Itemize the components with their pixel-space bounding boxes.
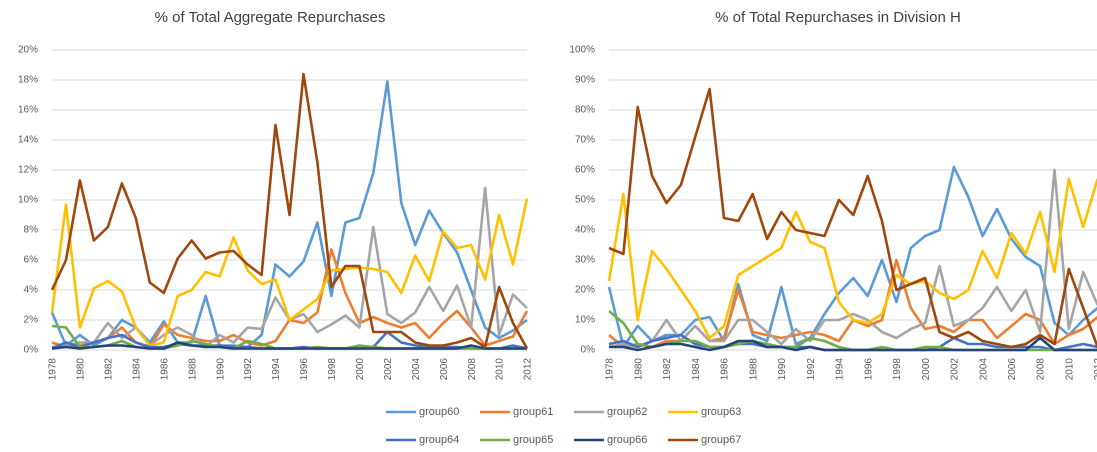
legend-label: group63 — [701, 406, 741, 418]
series-line — [607, 177, 1097, 340]
series-line — [608, 87, 1097, 349]
x-tick-label: 1994 — [271, 358, 282, 381]
y-tick-label: 80% — [575, 105, 595, 116]
x-tick-label: 2000 — [355, 358, 366, 381]
x-tick-label: 2010 — [1064, 358, 1075, 381]
y-tick-label: 100% — [569, 45, 595, 56]
x-tick-label: 1980 — [633, 358, 644, 381]
x-tick-label: 1986 — [720, 358, 731, 381]
y-tick-label: 0% — [24, 345, 39, 356]
y-tick-label: 8% — [24, 225, 39, 236]
y-tick-label: 90% — [575, 75, 595, 86]
x-tick-label: 2006 — [439, 358, 450, 381]
x-tick-label: 1992 — [806, 358, 817, 381]
x-tick-label: 2002 — [383, 358, 394, 381]
x-tick-label: 2004 — [411, 358, 422, 381]
x-tick-label: 1986 — [159, 358, 170, 381]
x-tick-label: 1990 — [215, 358, 226, 381]
x-tick-label: 1980 — [76, 358, 87, 381]
x-tick-label: 1984 — [131, 358, 142, 381]
x-tick-label: 2000 — [921, 358, 932, 381]
series-line — [50, 198, 529, 347]
x-tick-label: 2004 — [978, 358, 989, 381]
series-line — [607, 165, 1097, 349]
y-tick-label: 2% — [24, 315, 39, 326]
y-tick-label: 50% — [575, 195, 595, 206]
y-tick-label: 40% — [575, 225, 595, 236]
y-tick-label: 10% — [575, 315, 595, 326]
x-tick-label: 2010 — [495, 358, 506, 381]
x-tick-label: 1988 — [748, 358, 759, 381]
x-tick-label: 1990 — [777, 358, 788, 381]
x-tick-label: 1996 — [863, 358, 874, 381]
series-line — [50, 72, 529, 350]
x-tick-label: 2008 — [1036, 358, 1047, 381]
x-tick-label: 1998 — [327, 358, 338, 381]
y-tick-label: 30% — [575, 255, 595, 266]
x-tick-label: 1982 — [104, 358, 115, 381]
legend-label: group62 — [607, 406, 647, 418]
x-tick-label: 1982 — [662, 358, 673, 381]
chart-title: % of Total Aggregate Repurchases — [155, 9, 386, 26]
y-tick-label: 16% — [18, 105, 38, 116]
x-tick-label: 1996 — [299, 358, 310, 381]
x-tick-label: 1992 — [243, 358, 254, 381]
y-tick-label: 14% — [18, 135, 38, 146]
chart-title: % of Total Repurchases in Division H — [715, 9, 961, 26]
y-tick-label: 18% — [18, 75, 38, 86]
legend-label: group60 — [419, 406, 459, 418]
x-tick-label: 2002 — [950, 358, 961, 381]
y-tick-label: 60% — [575, 165, 595, 176]
series-line — [51, 341, 527, 350]
legend-label: group61 — [513, 406, 553, 418]
y-tick-label: 70% — [575, 135, 595, 146]
series-line — [50, 80, 528, 349]
y-tick-label: 12% — [18, 165, 38, 176]
y-tick-label: 6% — [24, 255, 39, 266]
series-line — [608, 168, 1097, 349]
x-tick-label: 2012 — [523, 358, 534, 381]
y-tick-label: 0% — [581, 345, 596, 356]
x-tick-label: 2008 — [467, 358, 478, 381]
y-tick-label: 4% — [24, 285, 39, 296]
legend-label: group65 — [513, 434, 553, 446]
x-tick-label: 1984 — [691, 358, 702, 381]
x-tick-label: 1978 — [48, 358, 59, 381]
y-tick-label: 20% — [18, 45, 38, 56]
legend-label: group64 — [419, 434, 459, 446]
x-tick-label: 1998 — [892, 358, 903, 381]
x-tick-label: 2006 — [1007, 358, 1018, 381]
x-tick-label: 1978 — [605, 358, 616, 381]
x-tick-label: 2012 — [1093, 358, 1097, 381]
x-tick-label: 1994 — [835, 358, 846, 381]
legend-label: group67 — [701, 434, 741, 446]
y-tick-label: 10% — [18, 195, 38, 206]
x-tick-label: 1988 — [187, 358, 198, 381]
y-tick-label: 20% — [575, 285, 595, 296]
series-line — [609, 336, 1097, 352]
legend-label: group66 — [607, 434, 647, 446]
